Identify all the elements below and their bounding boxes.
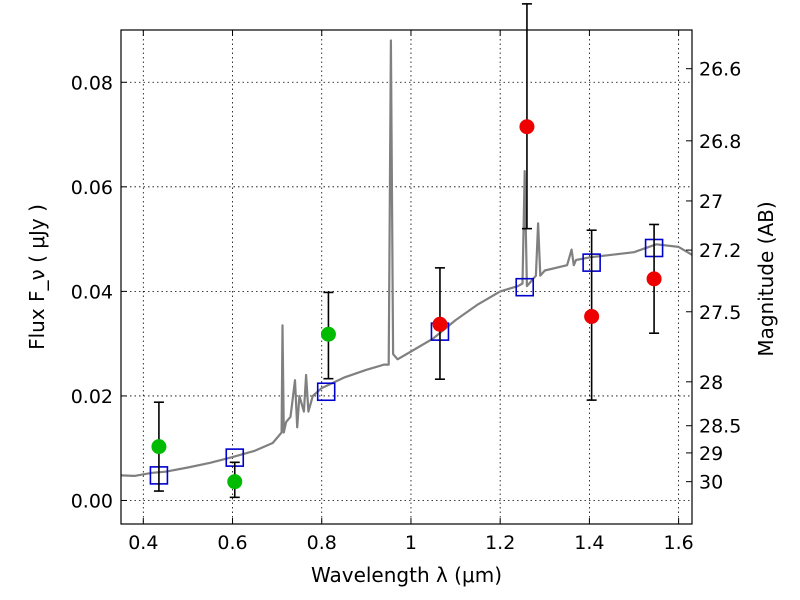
model-flux-square (316, 382, 336, 402)
x-tick-label: 0.8 (307, 532, 337, 554)
x-tick-label: 1 (405, 532, 417, 554)
x-tick-label: 0.4 (128, 532, 158, 554)
photometry-point (151, 439, 167, 455)
plot-frame (120, 29, 693, 525)
axes: 0.4 0.6 0.8 1 1.2 1.4 1.6 0.00 0.02 0.04 0.06 0.08 2… (71, 30, 741, 554)
x-tick-label: 1.2 (485, 532, 515, 554)
y-tick-label: 0.06 (71, 177, 113, 199)
y-tick-label: 0.04 (71, 281, 113, 303)
right-tick-label: 26.6 (699, 59, 741, 81)
x-tick-label: 1.6 (664, 532, 694, 554)
right-tick-label: 28.5 (699, 416, 741, 438)
model-flux-square (515, 277, 535, 297)
photometry-point (432, 316, 448, 332)
spectrum-line (120, 39, 693, 477)
grid (121, 30, 692, 524)
right-tick-label: 27.5 (699, 302, 741, 324)
right-tick-label: 26.8 (699, 131, 741, 153)
x-tick-label: 1.4 (574, 532, 604, 554)
y-tick-label: 0.02 (71, 386, 113, 408)
right-tick-label: 27 (699, 191, 723, 213)
plot-area (120, 3, 693, 499)
photometry-point (584, 308, 600, 324)
y-axis-label: Flux F_ν ( μJy ) (25, 204, 49, 350)
right-tick-label: 27.2 (699, 240, 741, 262)
photometry-point (646, 271, 662, 287)
right-tick-label: 30 (699, 472, 723, 494)
y-tick-label: 0.00 (71, 490, 113, 512)
y-axis-right-label: Magnitude (AB) (754, 201, 778, 356)
y-tick-label: 0.08 (71, 72, 113, 94)
photometry-point (320, 326, 336, 342)
x-tick-label: 0.6 (217, 532, 247, 554)
right-tick-label: 28 (699, 372, 723, 394)
photometry-point (227, 474, 243, 490)
photometry-point (519, 119, 535, 135)
right-tick-label: 29 (699, 443, 723, 465)
x-axis-label: Wavelength λ (μm) (311, 563, 502, 587)
